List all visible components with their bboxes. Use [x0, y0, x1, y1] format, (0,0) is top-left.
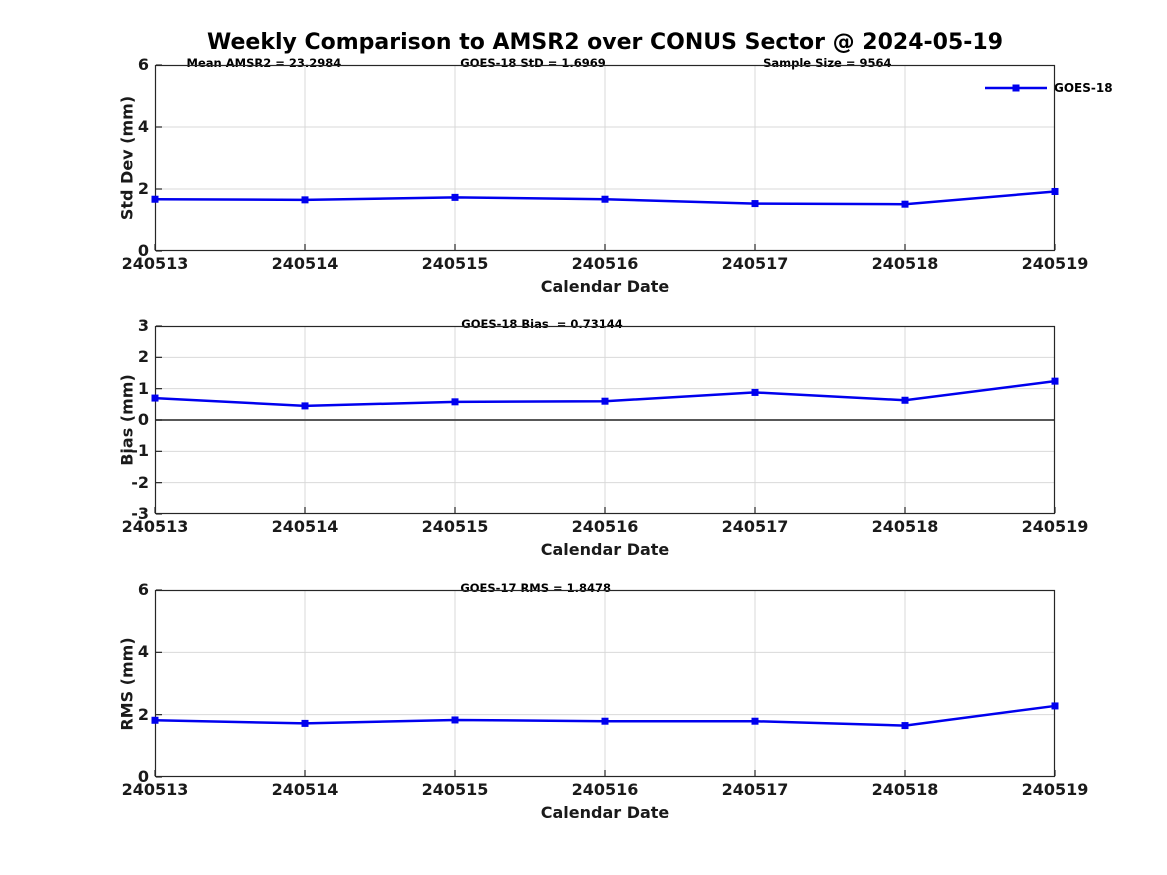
data-point-marker	[451, 716, 459, 724]
legend-label: GOES-18	[1054, 81, 1113, 95]
figure-title: Weekly Comparison to AMSR2 over CONUS Se…	[207, 30, 1003, 55]
y-tick-labels: 3 2 1 0 -1 -2 -3	[95, 317, 149, 523]
x-tick-label: 240514	[271, 780, 339, 799]
y-tick-label: 2	[137, 704, 149, 724]
stddev-plot-area	[151, 64, 1059, 252]
legend-line-swatch	[985, 84, 1047, 92]
data-point-marker	[451, 193, 459, 201]
data-point-marker	[751, 200, 759, 208]
data-point-marker	[1051, 377, 1059, 385]
x-tick-label: 240514	[271, 517, 339, 536]
legend: GOES-18	[985, 80, 1113, 96]
x-axis-label: Calendar Date	[540, 540, 670, 559]
data-point-marker	[601, 397, 609, 405]
y-tick-label: 0	[137, 410, 149, 429]
data-point-marker	[151, 394, 159, 402]
axes-box	[154, 64, 1056, 252]
rms-plot-area	[151, 589, 1059, 778]
x-tick-label: 240514	[271, 254, 339, 273]
stat-annotation: Sample Size = 9564	[763, 56, 892, 70]
x-tick-label: 240519	[1021, 254, 1089, 273]
x-tick-label: 240517	[721, 254, 789, 273]
y-tick-labels: 0 2 4 6	[95, 581, 149, 786]
x-tick-label: 240515	[421, 517, 489, 536]
annotation-row: GOES-17 RMS = 1.8478	[155, 579, 1055, 597]
y-tick-label: 4	[137, 642, 149, 662]
x-axis-label: Calendar Date	[540, 277, 670, 296]
x-tick-label: 240518	[871, 254, 939, 273]
stat-annotation: GOES-18 Bias = 0.73144	[461, 317, 623, 331]
x-tick-label: 240519	[1021, 517, 1089, 536]
x-tick-labels: 240513 240514 240515 240516 240517 240518 2405…	[122, 254, 1089, 274]
data-point-marker	[151, 195, 159, 203]
y-tick-label: 6	[137, 55, 149, 74]
data-point-marker	[301, 196, 309, 204]
y-tick-label: 0	[137, 241, 149, 260]
y-tick-label: 6	[137, 580, 149, 599]
y-tick-label: -3	[131, 504, 149, 523]
x-axis-label: Calendar Date	[540, 803, 670, 822]
x-tick-label: 240516	[571, 254, 639, 273]
data-point-marker	[751, 388, 759, 396]
data-point-marker	[151, 716, 159, 724]
x-tick-label: 240515	[421, 780, 489, 799]
y-tick-label: -2	[131, 472, 149, 492]
y-tick-label: 2	[137, 347, 149, 367]
x-tick-labels: 240513 240514 240515 240516 240517 240518 2405…	[122, 517, 1089, 537]
x-tick-label: 240516	[571, 780, 639, 799]
y-tick-label: 1	[137, 378, 149, 398]
y-tick-labels: 0 2 4 6	[95, 56, 149, 260]
x-tick-label: 240518	[871, 780, 939, 799]
bias-plot-area	[151, 325, 1059, 515]
annotation-row: GOES-18 Bias = 0.73144	[155, 315, 1055, 333]
y-tick-label: 4	[137, 117, 149, 136]
y-tick-label: 0	[137, 767, 149, 786]
x-tick-label: 240516	[571, 517, 639, 536]
data-point-marker	[1051, 187, 1059, 195]
data-point-marker	[751, 717, 759, 725]
axes-box	[154, 325, 1056, 515]
x-tick-label: 240517	[721, 780, 789, 799]
y-tick-label: -1	[131, 441, 149, 461]
stat-annotation: Mean AMSR2 = 23.2984	[186, 56, 342, 70]
axes-box	[154, 589, 1056, 778]
x-tick-label: 240518	[871, 517, 939, 536]
x-tick-label: 240517	[721, 517, 789, 536]
data-point-marker	[451, 398, 459, 406]
data-point-marker	[901, 722, 909, 730]
x-tick-label: 240513	[121, 780, 189, 799]
data-point-marker	[601, 195, 609, 203]
y-tick-label: 3	[137, 316, 149, 335]
x-tick-label: 240519	[1021, 780, 1089, 799]
annotation-row: Mean AMSR2 = 23.2984 GOES-18 StD = 1.6969…	[155, 54, 1055, 72]
data-point-marker	[901, 396, 909, 404]
y-tick-label: 2	[137, 179, 149, 198]
data-point-marker	[301, 402, 309, 410]
x-tick-label: 240513	[121, 254, 189, 273]
data-point-marker	[1051, 702, 1059, 710]
x-tick-label: 240513	[121, 517, 189, 536]
legend-marker-icon	[1012, 84, 1020, 92]
data-point-marker	[901, 200, 909, 208]
data-point-marker	[601, 717, 609, 725]
x-tick-label: 240515	[421, 254, 489, 273]
data-point-marker	[301, 719, 309, 727]
stat-annotation: GOES-18 StD = 1.6969	[460, 56, 606, 70]
x-tick-labels: 240513 240514 240515 240516 240517 240518 2405…	[122, 780, 1089, 800]
stat-annotation: GOES-17 RMS = 1.8478	[460, 581, 612, 595]
